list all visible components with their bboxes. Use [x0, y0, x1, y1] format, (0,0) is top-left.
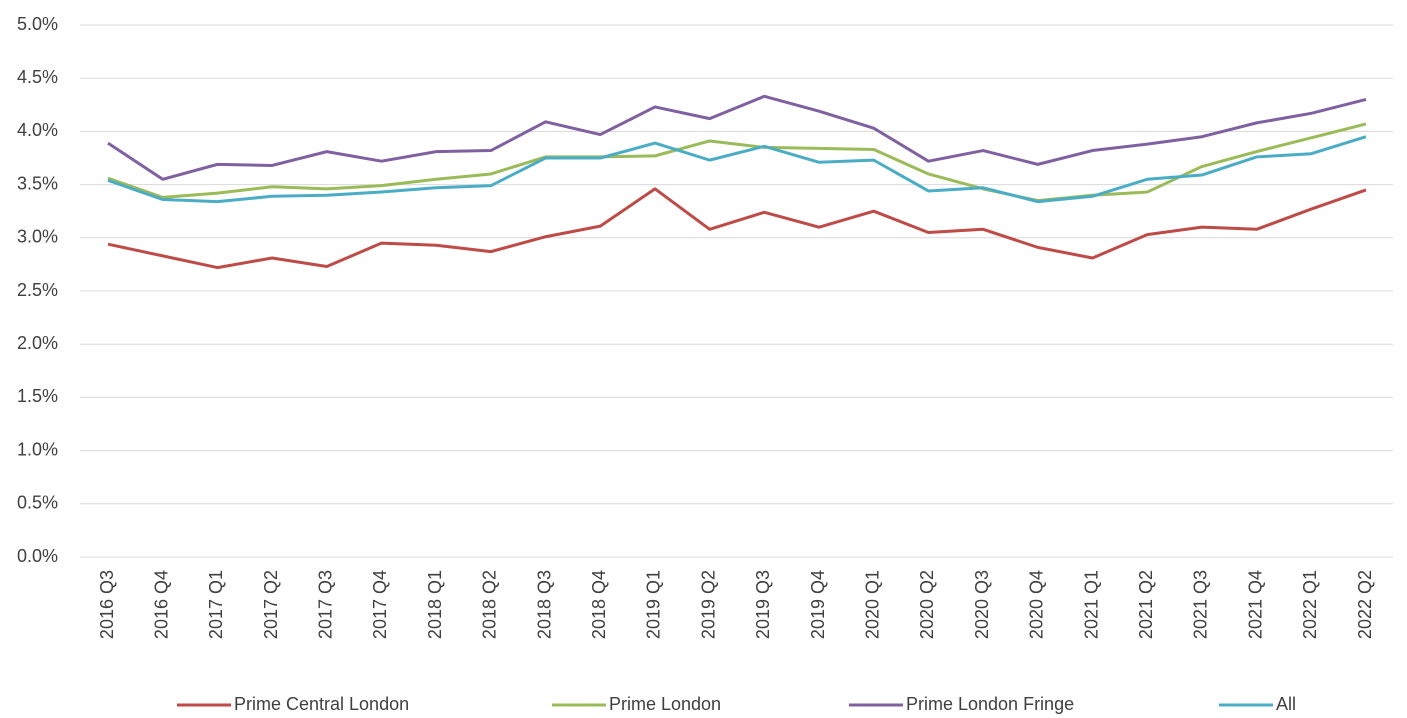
legend-label: Prime London	[609, 694, 721, 714]
x-tick-label: 2021 Q3	[1191, 570, 1211, 639]
x-tick-label: 2019 Q3	[753, 570, 773, 639]
x-tick-label: 2020 Q1	[862, 570, 882, 639]
y-tick-label: 5.0%	[17, 14, 58, 34]
x-tick-label: 2020 Q3	[972, 570, 992, 639]
y-tick-label: 3.5%	[17, 173, 58, 193]
x-tick-label: 2021 Q2	[1136, 570, 1156, 639]
x-tick-label: 2017 Q4	[370, 570, 390, 639]
y-tick-label: 4.0%	[17, 120, 58, 140]
x-tick-label: 2017 Q3	[316, 570, 336, 639]
x-tick-label: 2020 Q2	[917, 570, 937, 639]
x-tick-label: 2020 Q4	[1027, 570, 1047, 639]
x-tick-label: 2021 Q4	[1245, 570, 1265, 639]
series-line	[107, 135, 1367, 204]
legend-label: Prime London Fringe	[906, 694, 1074, 714]
x-tick-label: 2016 Q3	[97, 570, 117, 639]
series-line	[107, 122, 1367, 203]
x-tick-label: 2018 Q2	[480, 570, 500, 639]
series-line	[107, 94, 1367, 181]
x-tick-label: 2017 Q2	[261, 570, 281, 639]
x-tick-label: 2018 Q1	[425, 570, 445, 639]
y-tick-label: 1.0%	[17, 439, 58, 459]
x-tick-label: 2018 Q4	[589, 570, 609, 639]
x-tick-label: 2016 Q4	[151, 570, 171, 639]
y-tick-label: 3.0%	[17, 227, 58, 247]
y-tick-label: 2.5%	[17, 280, 58, 300]
x-tick-label: 2019 Q4	[808, 570, 828, 639]
legend-label: Prime Central London	[234, 694, 409, 714]
legend-label: All	[1276, 694, 1296, 714]
y-tick-label: 4.5%	[17, 67, 58, 87]
y-tick-label: 0.0%	[17, 546, 58, 566]
y-tick-label: 2.0%	[17, 333, 58, 353]
x-tick-label: 2019 Q1	[644, 570, 664, 639]
y-tick-label: 0.5%	[17, 493, 58, 513]
x-tick-label: 2022 Q2	[1355, 570, 1375, 639]
x-tick-label: 2022 Q1	[1300, 570, 1320, 639]
x-tick-label: 2018 Q3	[534, 570, 554, 639]
x-tick-label: 2017 Q1	[206, 570, 226, 639]
x-tick-label: 2019 Q2	[698, 570, 718, 639]
series-line	[107, 187, 1367, 270]
x-tick-label: 2021 Q1	[1081, 570, 1101, 639]
y-tick-label: 1.5%	[17, 386, 58, 406]
